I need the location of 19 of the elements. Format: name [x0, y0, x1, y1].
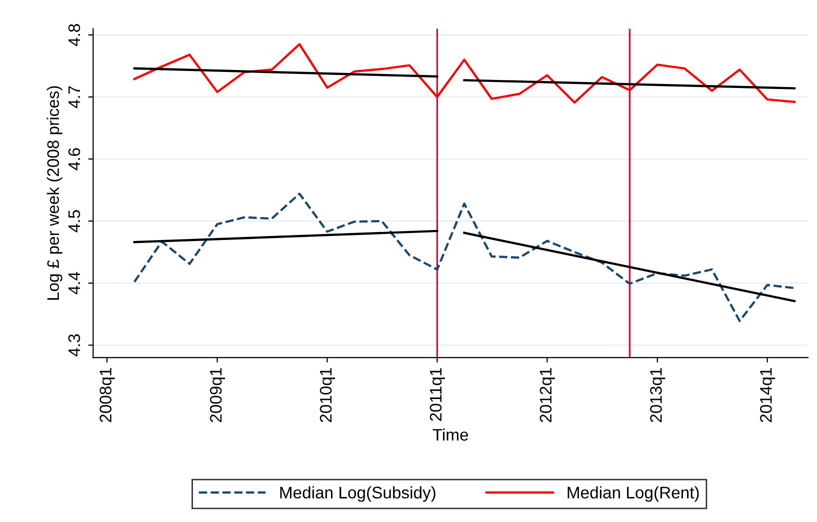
legend-label: Median Log(Rent)	[568, 486, 699, 502]
x-tick-label: 2008q1	[100, 368, 115, 422]
x-tick-label: 2011q1	[430, 368, 445, 421]
line-series	[133, 192, 796, 322]
x-tick-label: 2013q1	[650, 368, 666, 422]
legend-label: Median Log(Subsidy)	[280, 486, 436, 502]
line-series	[133, 43, 796, 104]
y-tick-label: 4.5	[68, 210, 80, 232]
x-tick-label: 2009q1	[210, 368, 226, 422]
x-axis-title: Time	[432, 428, 468, 441]
y-tick-label: 4.7	[68, 86, 80, 108]
y-axis-title: Log £ per week (2008 prices)	[46, 86, 62, 300]
x-tick-label: 2014q1	[760, 368, 776, 422]
y-tick-label: 4.3	[68, 334, 80, 356]
y-tick-label: 4.8	[68, 24, 80, 46]
x-tick-label: 2012q1	[540, 368, 555, 422]
y-tick-label: 4.6	[68, 148, 80, 170]
x-tick-label: 2010q1	[320, 368, 335, 422]
y-tick-label: 4.4	[68, 272, 80, 294]
